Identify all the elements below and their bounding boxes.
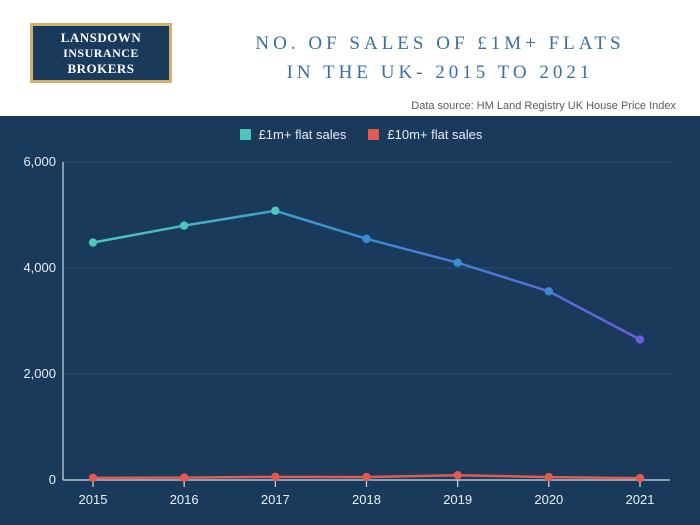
x-tick-label: 2015 [63, 492, 123, 507]
x-tick-label: 2020 [519, 492, 579, 507]
x-tick-label: 2021 [610, 492, 670, 507]
page-root: LANSDOWN INSURANCE BROKERS NO. OF SALES … [0, 0, 700, 525]
logo-line1: LANSDOWN [61, 30, 142, 46]
y-tick-label: 2,000 [8, 366, 56, 381]
y-tick-label: 6,000 [8, 154, 56, 169]
x-tick-label: 2017 [245, 492, 305, 507]
data-source-text: Data source: HM Land Registry UK House P… [411, 100, 676, 112]
title-line2: IN THE UK- 2015 TO 2021 [287, 62, 594, 83]
y-tick-label: 0 [8, 472, 56, 487]
logo-line3: BROKERS [67, 61, 134, 77]
chart-area: £1m+ flat sales£10m+ flat sales 02,0004,… [0, 116, 700, 525]
x-tick-label: 2019 [428, 492, 488, 507]
logo-line2: INSURANCE [63, 46, 139, 61]
x-tick-label: 2018 [337, 492, 397, 507]
x-tick-label: 2016 [154, 492, 214, 507]
y-tick-label: 4,000 [8, 260, 56, 275]
lansdown-logo: LANSDOWN INSURANCE BROKERS [30, 23, 172, 83]
chart-plot [0, 116, 700, 525]
title-line1: NO. OF SALES OF £1M+ FLATS [255, 33, 624, 54]
chart-title: NO. OF SALES OF £1M+ FLATS IN THE UK- 20… [205, 30, 675, 87]
